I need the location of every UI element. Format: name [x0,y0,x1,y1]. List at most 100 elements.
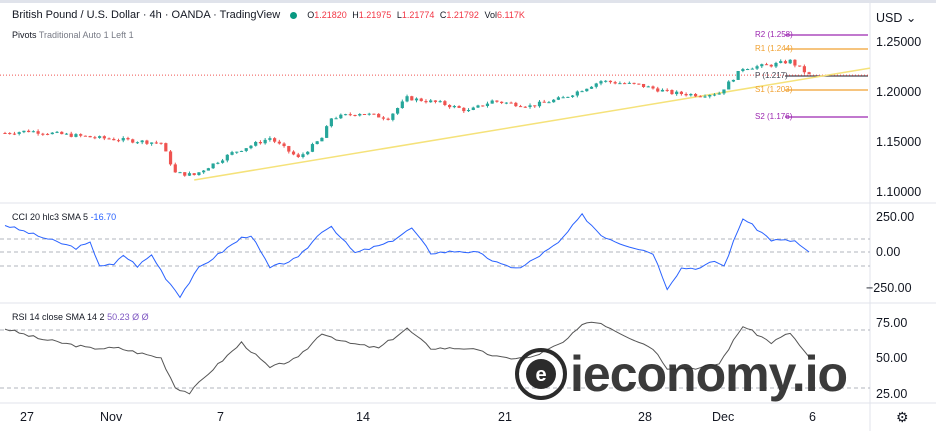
low-value: 1.21774 [401,10,435,20]
candle-body [296,154,300,157]
candle-body [632,82,636,84]
candle-body [395,108,400,114]
candle-body [438,101,442,103]
candle-body [168,151,173,165]
candle-body [741,69,745,72]
candle-body [783,61,788,64]
candle-body [287,146,291,152]
candle-body [561,97,565,99]
candle-body [755,66,759,69]
candle-body [665,89,669,91]
candle-body [547,102,551,104]
candle-body [339,114,343,119]
candle-body [121,138,125,141]
pivots-params: Traditional Auto 1 Left 1 [38,30,134,40]
candle-body [206,168,210,171]
candle-body [377,113,381,118]
symbol-title[interactable]: British Pound / U.S. Dollar · 4h · OANDA… [12,9,281,21]
candle-body [211,163,215,169]
candle-body [277,141,281,144]
candle-body [183,172,187,176]
price-tick: 1.25000 [876,35,922,49]
candle-body [627,82,631,84]
candle-body [575,91,579,96]
candle-body [315,141,319,145]
candle-body [225,154,229,161]
candle-body [83,135,88,137]
candle-body [88,135,92,138]
candle-body [93,137,97,139]
candle-body [448,104,452,108]
candle-body [798,65,802,67]
price-tick: 1.20000 [876,85,922,99]
rsi-tick: 25.00 [876,387,908,401]
candle-body [220,160,225,163]
candle-body [599,81,603,84]
candle-body [490,100,494,104]
candle-body [22,130,26,133]
candle-body [3,133,7,134]
candle-body [717,93,721,95]
market-open-status-icon [290,11,298,19]
vol-label: Vol [484,10,497,20]
pivots-indicator-legend[interactable]: Pivots Traditional Auto 1 Left 1 [12,30,134,40]
candle-body [268,138,272,140]
candle-body [159,142,163,144]
cci-legend[interactable]: CCI 20 hlc3 SMA 5 -16.70 [12,212,116,222]
candle-body [112,138,116,141]
candle-body [429,100,433,103]
candle-body [414,98,419,101]
chart-canvas[interactable] [0,3,936,431]
candle-body [580,91,584,93]
candle-body [31,131,35,133]
candle-body [419,98,423,102]
candle-body [391,113,395,120]
pivot-p-label: P (1.217) [755,71,788,80]
candle-body [646,86,650,88]
candle-body [216,162,220,164]
candle-body [353,114,357,116]
candle-body [471,107,475,110]
candle-body [282,143,286,147]
candle-body [769,64,773,67]
candle-body [362,113,367,115]
rsi-legend[interactable]: RSI 14 close SMA 14 2 50.23 Ø Ø [12,312,149,322]
candle-body [731,79,736,82]
candle-body [514,102,518,107]
candle-body [178,172,182,174]
candle-body [703,96,707,98]
currency-label: USD [876,11,903,25]
rsi-extra-2: Ø [141,312,149,322]
candle-body [424,101,428,103]
candle-body [55,131,59,133]
cci-name: CCI 20 hlc3 SMA 5 [12,212,89,222]
candle-body [45,133,50,135]
candle-body [202,170,206,173]
candle-body [273,138,277,142]
chevron-down-icon: ⌄ [902,11,917,25]
candle-body [698,96,702,98]
candle-body [230,152,234,155]
open-label: O [307,10,315,20]
trendline [194,67,871,181]
candle-body [443,101,447,105]
ieconomy-logo-icon: e [515,348,567,400]
candle-body [386,118,390,120]
candle-body [348,114,352,116]
candle-body [381,117,385,119]
rsi-tick: 75.00 [876,316,908,330]
candle-body [481,105,485,107]
currency-selector[interactable]: USD ⌄ [876,10,916,25]
candle-body [462,107,466,112]
candle-body [410,96,414,101]
candle-body [613,82,617,84]
settings-gear-icon[interactable]: ⚙ [896,409,909,425]
candle-body [689,93,693,96]
candle-body [126,138,130,140]
candle-body [263,139,267,144]
candle-body [154,142,158,144]
candle-body [807,72,811,74]
candle-body [623,83,627,85]
candle-body [608,80,613,83]
